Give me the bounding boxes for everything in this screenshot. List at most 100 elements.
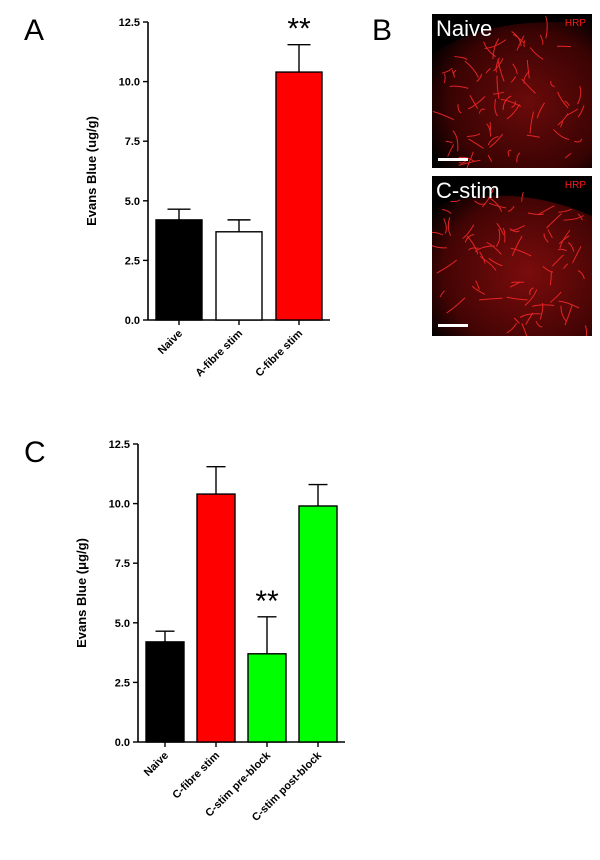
vessel-stroke — [468, 138, 484, 149]
vessel-stroke — [549, 291, 562, 303]
vessel-stroke — [507, 149, 512, 157]
vessel-stroke — [516, 152, 521, 163]
vessel-stroke — [523, 40, 526, 48]
bar — [275, 71, 323, 321]
vessel-stroke — [571, 246, 582, 264]
vessel-stroke — [458, 159, 481, 166]
vessel-stroke — [489, 133, 504, 148]
vessel-stroke — [564, 100, 570, 106]
vessel-stroke — [432, 111, 455, 121]
vessel-stroke — [552, 254, 564, 267]
vessel-stroke — [513, 317, 520, 324]
vessel-stroke — [466, 133, 481, 137]
vessel-stroke — [529, 47, 544, 60]
vessel-stroke — [497, 58, 505, 82]
vessel-stroke — [506, 322, 517, 334]
vessel-stroke — [563, 215, 584, 221]
x-tick-label: C-fibre stim — [170, 749, 222, 801]
vessel-stroke — [502, 227, 506, 243]
vessel-stroke — [536, 102, 545, 119]
vessel-stroke — [507, 205, 515, 212]
y-tick-label: 12.5 — [119, 17, 140, 29]
significance-marker: ** — [287, 13, 311, 46]
bar — [215, 231, 263, 321]
vessel-stroke — [453, 69, 457, 78]
vessel-stroke — [557, 248, 567, 252]
panel-letter-a: A — [24, 14, 45, 47]
vessel-stroke — [492, 38, 500, 60]
vessel-stroke — [443, 73, 446, 84]
vessel-stroke — [488, 202, 507, 209]
vessel-stroke — [545, 15, 548, 39]
y-tick-label: 2.5 — [115, 677, 130, 689]
vessel-stroke — [564, 153, 572, 159]
micrograph-naive-texture — [432, 15, 592, 168]
vessel-stroke — [471, 285, 486, 295]
vessel-stroke — [488, 257, 503, 267]
vessel-stroke — [521, 78, 536, 94]
vessel-stroke — [577, 270, 585, 280]
y-tick-label: 12.5 — [109, 439, 130, 451]
vessel-stroke — [562, 263, 569, 269]
y-axis-label: Evans Blue (ug/g) — [84, 116, 99, 226]
vessel-stroke — [546, 213, 563, 229]
vessel-stroke — [573, 138, 583, 143]
vessel-stroke — [496, 222, 504, 236]
micrograph-c-stim-texture — [432, 186, 592, 336]
vessel-stroke — [479, 251, 486, 264]
vessel-stroke — [476, 73, 483, 82]
vessel-stroke — [521, 191, 524, 202]
micrograph-naive-marker: HRP — [564, 18, 586, 29]
vessel-stroke — [512, 63, 518, 75]
vessel-stroke — [479, 256, 497, 271]
panel-letter-c: C — [24, 436, 46, 469]
bar — [155, 219, 203, 321]
y-tick-label: 10.0 — [119, 77, 140, 89]
vessel-stroke — [447, 144, 455, 157]
vessel-stroke — [510, 247, 532, 257]
vessel-stroke — [558, 300, 580, 309]
micrograph-c-stim-marker: HRP — [564, 180, 586, 191]
scale-bar — [438, 158, 468, 161]
x-tick-label: Naive — [142, 750, 171, 779]
vessel-stroke — [506, 104, 521, 120]
vessel-stroke — [500, 98, 522, 108]
bar — [247, 653, 287, 743]
vessel-stroke — [526, 134, 540, 138]
vessel-stroke — [494, 98, 499, 117]
vessel-stroke — [539, 34, 544, 45]
vessel-stroke — [535, 320, 543, 328]
vessel-stroke — [523, 70, 530, 84]
vessel-stroke — [454, 56, 468, 61]
vessel-stroke — [502, 95, 512, 110]
vessel-stroke — [547, 229, 553, 239]
scale-bar — [438, 324, 468, 327]
y-tick-label: 10.0 — [109, 499, 130, 511]
vessel-stroke — [524, 289, 538, 306]
vessel-stroke — [486, 241, 502, 255]
bar — [196, 493, 236, 743]
significance-marker: ** — [255, 585, 279, 618]
vessel-stroke — [467, 96, 486, 110]
y-tick-label: 7.5 — [125, 136, 140, 148]
vessel-stroke — [452, 130, 459, 152]
vessel-stroke — [441, 67, 453, 74]
micrograph-c-stim-label: C-stim — [436, 178, 500, 203]
vessel-stroke — [577, 213, 583, 221]
vessel-stroke — [486, 123, 492, 137]
vessel-stroke — [495, 228, 501, 247]
vessel-stroke — [559, 121, 564, 128]
micrograph-naive: Naive HRP — [432, 14, 592, 168]
vessel-stroke — [479, 297, 503, 301]
vessel-stroke — [458, 156, 475, 162]
vessel-stroke — [557, 91, 569, 109]
vessel-stroke — [447, 217, 451, 237]
vessel-stroke — [567, 242, 575, 252]
vessel-stroke — [577, 85, 582, 105]
chart-panel-c: 0.0 2.5 5.0 7.5 10.0 12.5 Evans Blue (μg/g) Nai… — [74, 439, 345, 824]
vessel-stroke — [529, 287, 534, 295]
vessel-stroke — [496, 75, 500, 99]
vessel-stroke — [557, 113, 569, 126]
vessel-stroke — [560, 305, 567, 322]
